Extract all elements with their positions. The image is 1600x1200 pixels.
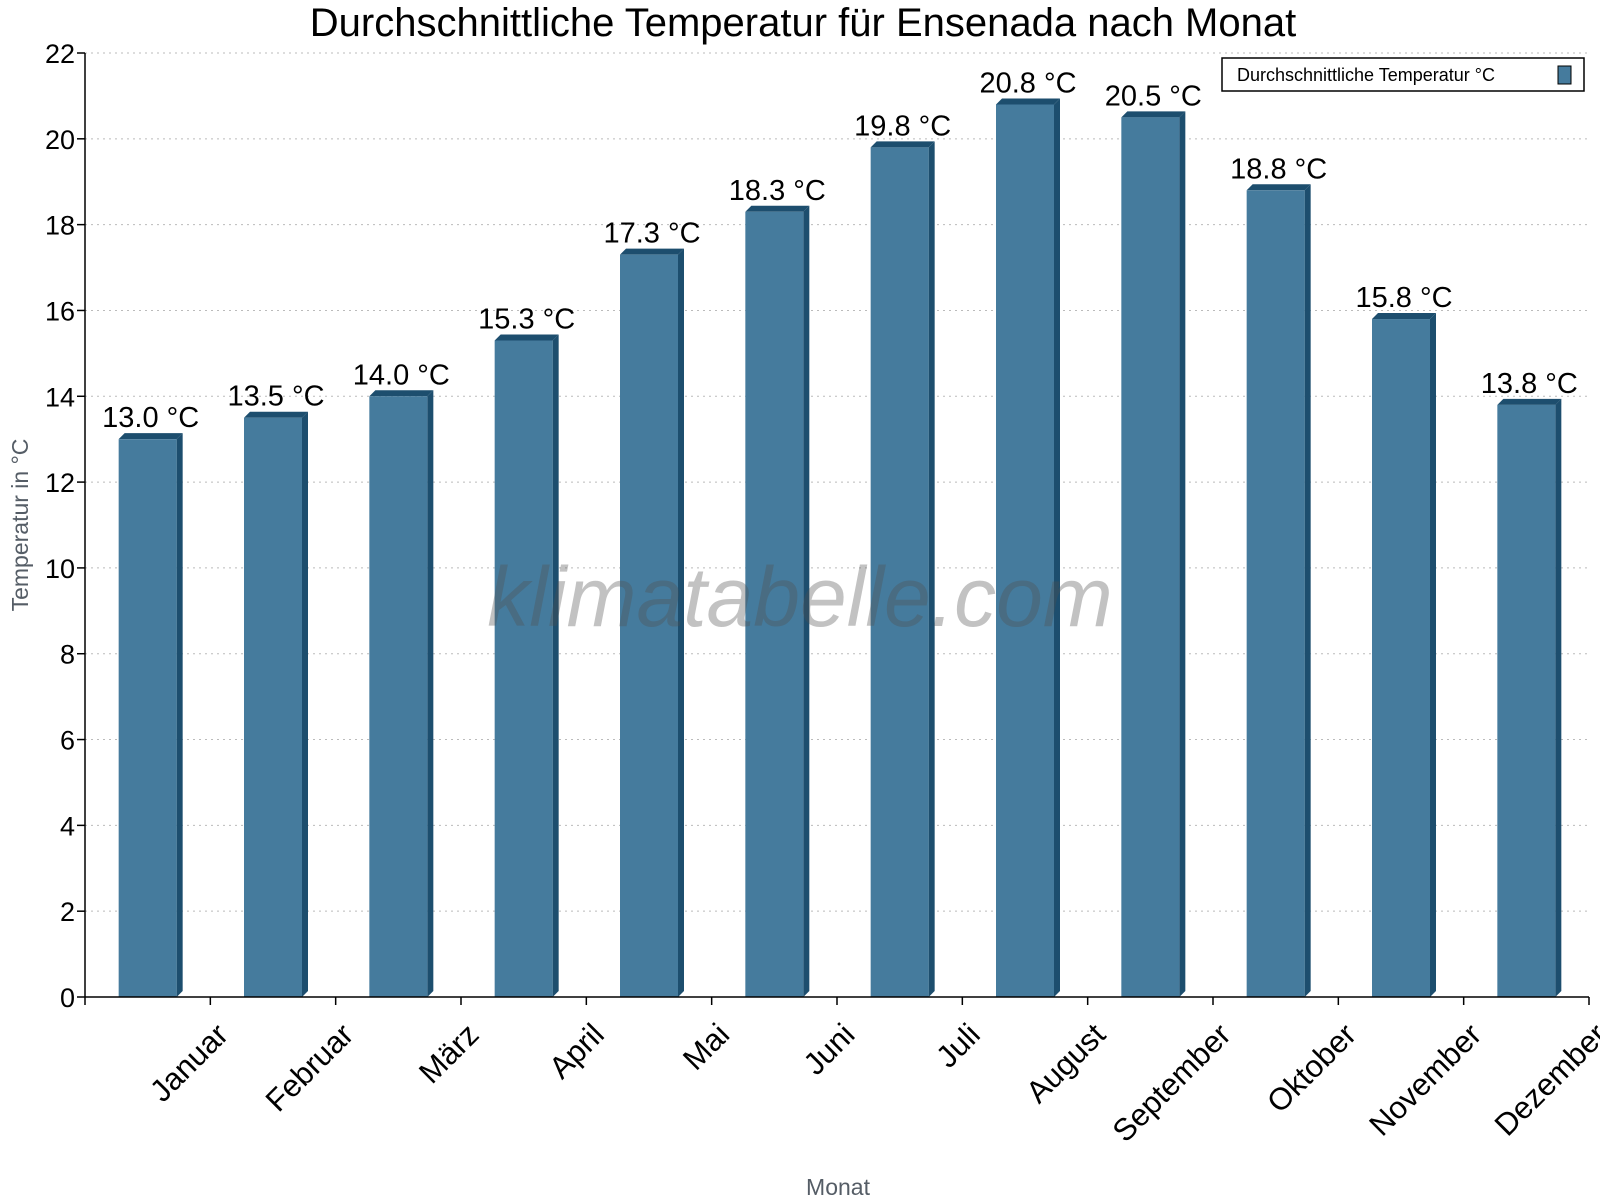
- bar-group: 13.8 °C: [1481, 368, 1578, 997]
- bar: [745, 211, 804, 997]
- bar: [369, 396, 428, 998]
- x-axis-label: Monat: [806, 1174, 871, 1200]
- bar-top: [996, 98, 1060, 105]
- data-label: 17.3 °C: [603, 218, 700, 250]
- y-tick-label: 16: [45, 296, 75, 326]
- bar-group: 13.5 °C: [227, 381, 325, 997]
- bar: [870, 147, 929, 997]
- bar-group: 18.3 °C: [729, 175, 826, 997]
- x-tick-label: Februar: [259, 1017, 361, 1119]
- x-tick-label: Mai: [676, 1017, 736, 1077]
- x-tick-label: August: [1019, 1016, 1112, 1109]
- bar-top: [244, 411, 308, 418]
- bar-top: [870, 141, 935, 148]
- data-label: 13.8 °C: [1481, 368, 1578, 400]
- bar-side: [1054, 98, 1060, 997]
- watermark: klimatabelle.com: [487, 550, 1113, 644]
- x-tick-label: März: [412, 1017, 485, 1090]
- bar-group: 15.3 °C: [478, 303, 575, 997]
- bar-top: [494, 334, 559, 341]
- legend-box: [1221, 57, 1585, 92]
- chart-title: Durchschnittliche Temperatur für Ensenad…: [310, 1, 1296, 45]
- data-label: 13.5 °C: [227, 381, 324, 413]
- x-tick-label: November: [1362, 1017, 1488, 1143]
- y-tick-label: 8: [60, 640, 75, 670]
- bar-side: [1555, 398, 1562, 997]
- bar-group: 14.0 °C: [353, 359, 450, 998]
- x-tick-label: April: [542, 1017, 611, 1086]
- y-axis-label: Temperatur in °C: [7, 439, 33, 612]
- bar-top: [1372, 313, 1436, 320]
- x-tick-label: Juli: [929, 1017, 987, 1075]
- data-label: 20.5 °C: [1105, 80, 1202, 112]
- bar: [494, 340, 553, 997]
- bar-top: [1497, 398, 1562, 405]
- data-label: 18.3 °C: [729, 175, 826, 207]
- grid: [85, 52, 1589, 912]
- y-tick-label: 14: [45, 382, 75, 412]
- legend-label: Durchschnittliche Temperatur °C: [1237, 65, 1495, 85]
- data-label: 14.0 °C: [353, 359, 450, 391]
- bar: [1121, 117, 1180, 997]
- y-tick-label: 18: [45, 211, 75, 241]
- y-tick-label: 22: [45, 39, 75, 69]
- x-tick-label: Juni: [797, 1017, 862, 1082]
- bar-side: [176, 433, 183, 997]
- bar-group: 15.8 °C: [1355, 282, 1453, 997]
- bar-group: 20.5 °C: [1105, 80, 1202, 997]
- y-tick-label: 4: [60, 811, 75, 841]
- bar: [1372, 319, 1430, 997]
- x-tick-label: Oktober: [1260, 1017, 1363, 1120]
- bar: [996, 104, 1054, 997]
- bar-side: [928, 141, 935, 997]
- bar-top: [118, 433, 183, 440]
- x-tick-label: Dezember: [1488, 1017, 1600, 1143]
- bar-side: [803, 205, 810, 997]
- bar-side: [552, 334, 559, 997]
- y-tick-label: 10: [45, 554, 75, 584]
- bars: 13.0 °C 13.5 °C 14.0 °C 15.3 °C 17.3 °C 18.3 …: [102, 67, 1578, 998]
- bar-group: 13.0 °C: [102, 402, 199, 997]
- data-label: 20.8 °C: [979, 67, 1076, 99]
- y-tick-label: 2: [60, 897, 75, 927]
- bar-side: [1304, 184, 1311, 998]
- bar-side: [302, 411, 308, 997]
- y-tick-label: 6: [60, 726, 75, 756]
- bar-group: 18.8 °C: [1230, 153, 1327, 998]
- bar-group: 20.8 °C: [979, 67, 1077, 997]
- bar: [1497, 404, 1556, 997]
- bar-top: [369, 390, 434, 397]
- y-tick-label: 20: [45, 125, 75, 155]
- bar: [118, 439, 177, 997]
- bar: [244, 417, 302, 997]
- legend-swatch: [1557, 65, 1572, 85]
- x-tick-label: September: [1106, 1017, 1238, 1149]
- bar-top: [745, 205, 810, 212]
- bar-top: [1246, 184, 1311, 191]
- bar-top: [1121, 111, 1186, 118]
- bar-side: [1179, 111, 1186, 997]
- data-label: 15.8 °C: [1355, 282, 1452, 314]
- x-tick-label: Januar: [143, 1017, 235, 1109]
- bar: [1246, 190, 1305, 998]
- bar-group: 19.8 °C: [854, 110, 951, 997]
- bar-side: [1430, 313, 1436, 997]
- bar-top: [620, 248, 684, 255]
- y-tick-label: 0: [60, 983, 75, 1013]
- data-label: 18.8 °C: [1230, 153, 1327, 185]
- data-label: 13.0 °C: [102, 402, 199, 434]
- bar: [620, 254, 678, 997]
- data-label: 19.8 °C: [854, 110, 951, 142]
- bar-side: [678, 248, 684, 997]
- bar-group: 17.3 °C: [603, 218, 701, 997]
- bar-side: [427, 390, 434, 998]
- legend: Durchschnittliche Temperatur °C: [1221, 57, 1585, 92]
- data-label: 15.3 °C: [478, 303, 575, 335]
- y-tick-label: 12: [45, 468, 75, 498]
